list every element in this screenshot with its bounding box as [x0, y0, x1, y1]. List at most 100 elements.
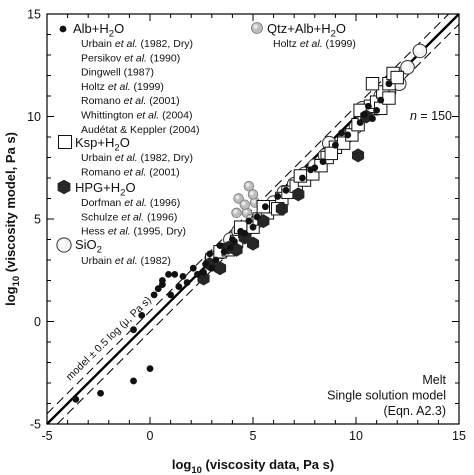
point-filled-circle-32 [226, 244, 234, 252]
point-filled-circle-19 [261, 203, 269, 211]
legend-group-label: HPG+H2O [75, 180, 136, 199]
legend-reference: Hess et al. (1995, Dry) [81, 226, 186, 238]
point-filled-circle-4 [130, 326, 137, 334]
point-filled-circle-35 [165, 270, 172, 278]
point-filled-circle-38 [216, 242, 224, 250]
point-filled-circle-28 [369, 115, 376, 122]
point-filled-hexagon-8 [275, 201, 288, 216]
point-filled-circle-10 [175, 283, 183, 291]
point-filled-circle-41 [202, 260, 210, 268]
point-filled-circle-45 [360, 111, 368, 118]
model-annotation-line: Melt [422, 373, 446, 387]
point-filled-circle-24 [332, 141, 339, 149]
data-points [72, 43, 428, 403]
legend-symbol-open-square [57, 134, 73, 150]
point-filled-hexagon-11 [352, 148, 365, 163]
x-tick-label: 15 [452, 429, 466, 443]
y-axis-label: log10 (viscosity model, Pa s) [3, 132, 22, 306]
point-gray-circle-1 [243, 180, 255, 192]
point-filled-hexagon-4 [230, 242, 243, 257]
legend-reference: Romano et al. (2001) [81, 95, 180, 107]
point-filled-circle-42 [245, 217, 253, 225]
legend-reference: Audétat & Keppler (2004) [81, 124, 200, 136]
point-filled-circle-48 [208, 264, 216, 272]
x-axis-label: log10 (viscosity data, Pa s) [172, 457, 334, 475]
point-filled-circle-40 [179, 273, 187, 280]
legend-reference: Persikov et al. (1990) [81, 52, 180, 64]
point-filled-circle-31 [206, 250, 214, 258]
point-filled-circle-37 [193, 270, 201, 278]
sample-count: n = 150 [410, 109, 452, 123]
point-filled-circle-46 [373, 106, 380, 114]
point-open-circle-20 [400, 60, 415, 75]
point-filled-hexagon-9 [292, 187, 305, 202]
point-filled-circle-29 [377, 96, 385, 104]
point-gray-circle-7 [239, 199, 250, 210]
point-filled-circle-11 [183, 279, 191, 286]
band-label: model ± 0.5 log (μ, Pa s) [64, 294, 154, 383]
point-filled-circle-20 [274, 193, 282, 200]
point-filled-circle-3 [146, 365, 154, 373]
point-filled-hexagon-6 [246, 236, 260, 251]
point-filled-circle-14 [212, 256, 220, 264]
y-tick-label: 0 [34, 315, 41, 329]
legend-group-label: Qtz+Alb+H2O [267, 21, 346, 40]
y-tick-label: 10 [27, 110, 41, 124]
point-filled-circle-1 [97, 389, 104, 397]
y-tick-label: -5 [30, 418, 41, 432]
point-filled-circle-25 [344, 131, 352, 139]
point-open-circle-21 [412, 43, 428, 59]
point-filled-circle-12 [189, 264, 197, 272]
point-filled-circle-0 [72, 396, 80, 403]
point-filled-circle-18 [249, 223, 257, 231]
legend-group-label: Alb+H2O [73, 21, 124, 40]
point-filled-circle-33 [253, 213, 261, 221]
legend-reference: Dingwell (1987) [81, 67, 154, 79]
point-open-square-29 [382, 91, 396, 105]
point-filled-circle-5 [138, 311, 146, 319]
axis-labels: log10 (viscosity data, Pa s) log10 (visco… [3, 132, 334, 475]
point-filled-circle-9 [167, 291, 175, 299]
point-filled-circle-13 [200, 268, 207, 276]
axis-ticks: -5 0 5 10 15 -5 0 5 10 15 [27, 8, 466, 444]
legend-group-label: SiO2 [75, 237, 102, 256]
legend-reference: Urbain et al. (1982, Dry) [81, 38, 193, 50]
point-filled-hexagon-2 [214, 261, 227, 276]
point-filled-circle-6 [150, 291, 158, 299]
x-tick-label: 10 [349, 429, 363, 443]
model-annotation-line: (Eqn. A2.3) [383, 404, 446, 418]
point-filled-circle-36 [171, 270, 179, 278]
legend-symbol-filled-hexagon [57, 179, 71, 195]
legend-reference: Whittington et al. (2004) [81, 110, 193, 122]
point-filled-circle-7 [154, 285, 162, 293]
legend-group-label: Ksp+H2O [75, 135, 130, 154]
point-open-square-30 [365, 77, 380, 91]
point-filled-circle-47 [158, 277, 166, 284]
legend-symbol-open-circle [56, 237, 72, 253]
point-open-square-35 [324, 146, 338, 161]
point-filled-circle-26 [356, 119, 364, 127]
legend-symbol-filled-circle [59, 25, 67, 33]
point-filled-circle-39 [237, 227, 245, 235]
point-gray-circle-8 [247, 189, 259, 200]
point-filled-circle-30 [385, 80, 393, 88]
point-filled-circle-49 [229, 236, 236, 243]
x-tick-label: 0 [147, 429, 154, 443]
model-annotation-line: Single solution model [327, 389, 446, 403]
point-filled-circle-23 [319, 158, 327, 166]
point-gray-circle-6 [231, 207, 242, 219]
y-tick-label: 15 [27, 8, 41, 22]
point-filled-circle-15 [220, 248, 228, 256]
point-filled-circle-2 [130, 377, 137, 385]
legend-reference: Schulze et al. (1996) [81, 211, 177, 223]
point-filled-circle-21 [299, 174, 306, 182]
y-tick-label: 5 [34, 213, 41, 227]
point-filled-circle-44 [338, 129, 345, 137]
point-filled-circle-34 [282, 186, 290, 194]
point-filled-circle-27 [364, 102, 372, 110]
point-filled-circle-43 [307, 166, 315, 174]
x-tick-label: -5 [41, 429, 52, 443]
legend-reference: Holtz et al. (1999) [273, 38, 356, 50]
